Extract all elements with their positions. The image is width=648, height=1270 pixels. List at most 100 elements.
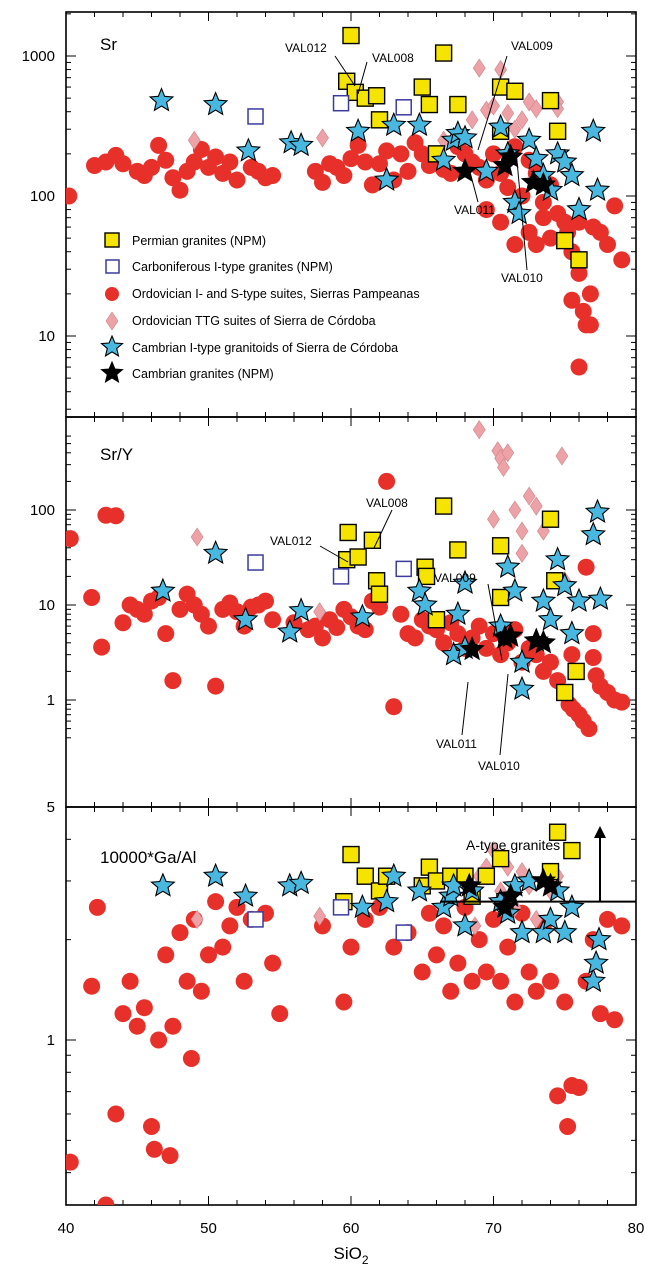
point-ordovician (499, 938, 517, 956)
y-tick-label: 10 (38, 597, 55, 614)
point-cambrian-cba (537, 905, 564, 931)
point-ordovician (534, 193, 552, 211)
val011-label-top: VAL011 (454, 203, 495, 217)
point-ordovician (121, 972, 139, 990)
point-ordovician (570, 358, 588, 376)
point-cambrian-cba (202, 91, 229, 116)
point-cambrian-cba (587, 585, 614, 611)
x-tick-label: 80 (628, 1220, 645, 1237)
point-cambrian-cba (349, 603, 376, 628)
point-permian (413, 78, 431, 96)
y-tick-label: 100 (30, 188, 55, 205)
panel-ga-al-label: 10000*Ga/Al (100, 848, 196, 867)
legend-permian-marker (104, 232, 120, 248)
panel-sr-axis-ticks: 10 100 1000 (22, 13, 636, 410)
val008-leader-top (357, 61, 368, 95)
val009-label-mid: VAL009 (434, 571, 476, 585)
point-ordovician (477, 963, 495, 981)
point-permian (556, 683, 574, 702)
point-carboniferous (395, 99, 412, 116)
star-icon (100, 334, 124, 358)
y-tick-label: 100 (30, 502, 55, 519)
point-permian (477, 867, 496, 885)
point-ordovician (534, 209, 552, 227)
legend-cambrian-cordoba-marker (100, 334, 124, 358)
point-ttg (555, 446, 569, 466)
point-ordovician (161, 1147, 179, 1165)
point-ordovician (93, 638, 111, 656)
point-cambrian-cba (232, 606, 259, 631)
point-cambrian-cba (583, 949, 609, 975)
star-icon (100, 360, 124, 383)
point-cambrian-npm (530, 171, 557, 196)
point-permian (349, 548, 367, 566)
point-ordovician (371, 155, 388, 173)
point-ordovician (581, 285, 599, 303)
point-ordovician (591, 1005, 609, 1023)
point-cambrian-cba (509, 675, 535, 701)
point-ordovician (599, 910, 616, 928)
val012-label-mid: VAL012 (270, 534, 312, 548)
point-permian (491, 588, 510, 607)
point-ordovician (88, 898, 106, 916)
panel-ga-al: 15 10000*Ga/Al A-type granites (47, 799, 637, 1206)
point-ordovician (485, 910, 502, 928)
point-cambrian-cba (586, 926, 612, 951)
point-cambrian-cba (276, 618, 303, 643)
point-ordovician (235, 972, 253, 990)
point-ordovician (164, 169, 182, 187)
panel-ga-al-markers (66, 823, 631, 1205)
point-cambrian-cba (551, 919, 578, 944)
point-permian (541, 510, 560, 528)
point-ordovician (150, 1031, 168, 1049)
point-ordovician (207, 677, 225, 695)
point-cambrian-cba (288, 131, 314, 157)
point-cambrian-cba (551, 572, 578, 597)
point-carboniferous (332, 899, 350, 916)
point-cambrian-cba (509, 648, 535, 674)
point-ordovician (264, 167, 282, 185)
point-carboniferous (332, 568, 350, 585)
point-ttg (501, 103, 515, 123)
panel-sr-markers (66, 26, 631, 376)
point-ordovician (477, 639, 495, 657)
point-cambrian-cba (288, 869, 314, 895)
point-permian (427, 611, 446, 629)
point-permian (563, 841, 581, 860)
point-cambrian-cba (544, 546, 571, 571)
legend-cambrian-cordoba-label: Cambrian I-type granitoids of Sierra de … (132, 341, 398, 355)
point-ordovician (171, 924, 189, 942)
point-ordovician (97, 1196, 115, 1205)
point-ordovician (363, 176, 381, 194)
point-ordovician (221, 917, 239, 935)
point-permian (342, 26, 360, 45)
point-ordovician (584, 625, 602, 643)
point-ordovician (449, 954, 467, 972)
point-ordovician (570, 264, 588, 282)
point-permian (339, 523, 357, 542)
point-ordovician (613, 693, 631, 711)
point-ordovician (314, 629, 331, 647)
point-cambrian-cba (584, 498, 611, 523)
point-ordovician (520, 963, 538, 981)
point-cambrian-cba (516, 126, 542, 152)
point-cambrian-cba (452, 569, 478, 594)
point-cambrian-cba (380, 862, 407, 888)
point-ordovician (428, 946, 445, 964)
point-ordovician (477, 201, 495, 219)
point-ordovician (549, 1087, 567, 1105)
point-carboniferous (247, 108, 264, 125)
sample-annotations (319, 55, 528, 756)
point-ordovician (580, 720, 598, 738)
point-ordovician (542, 653, 559, 671)
point-ordovician (335, 993, 353, 1011)
val009-leader-top (477, 55, 508, 151)
panel-sr: 10 100 1000 Sr (22, 11, 637, 418)
point-permian (449, 95, 467, 114)
point-ttg (508, 119, 522, 139)
point-ordovician (599, 236, 616, 254)
val010-leader-mid (499, 673, 509, 756)
point-ordovician (178, 972, 196, 990)
point-ttg (515, 521, 529, 541)
point-ordovician (406, 629, 424, 647)
